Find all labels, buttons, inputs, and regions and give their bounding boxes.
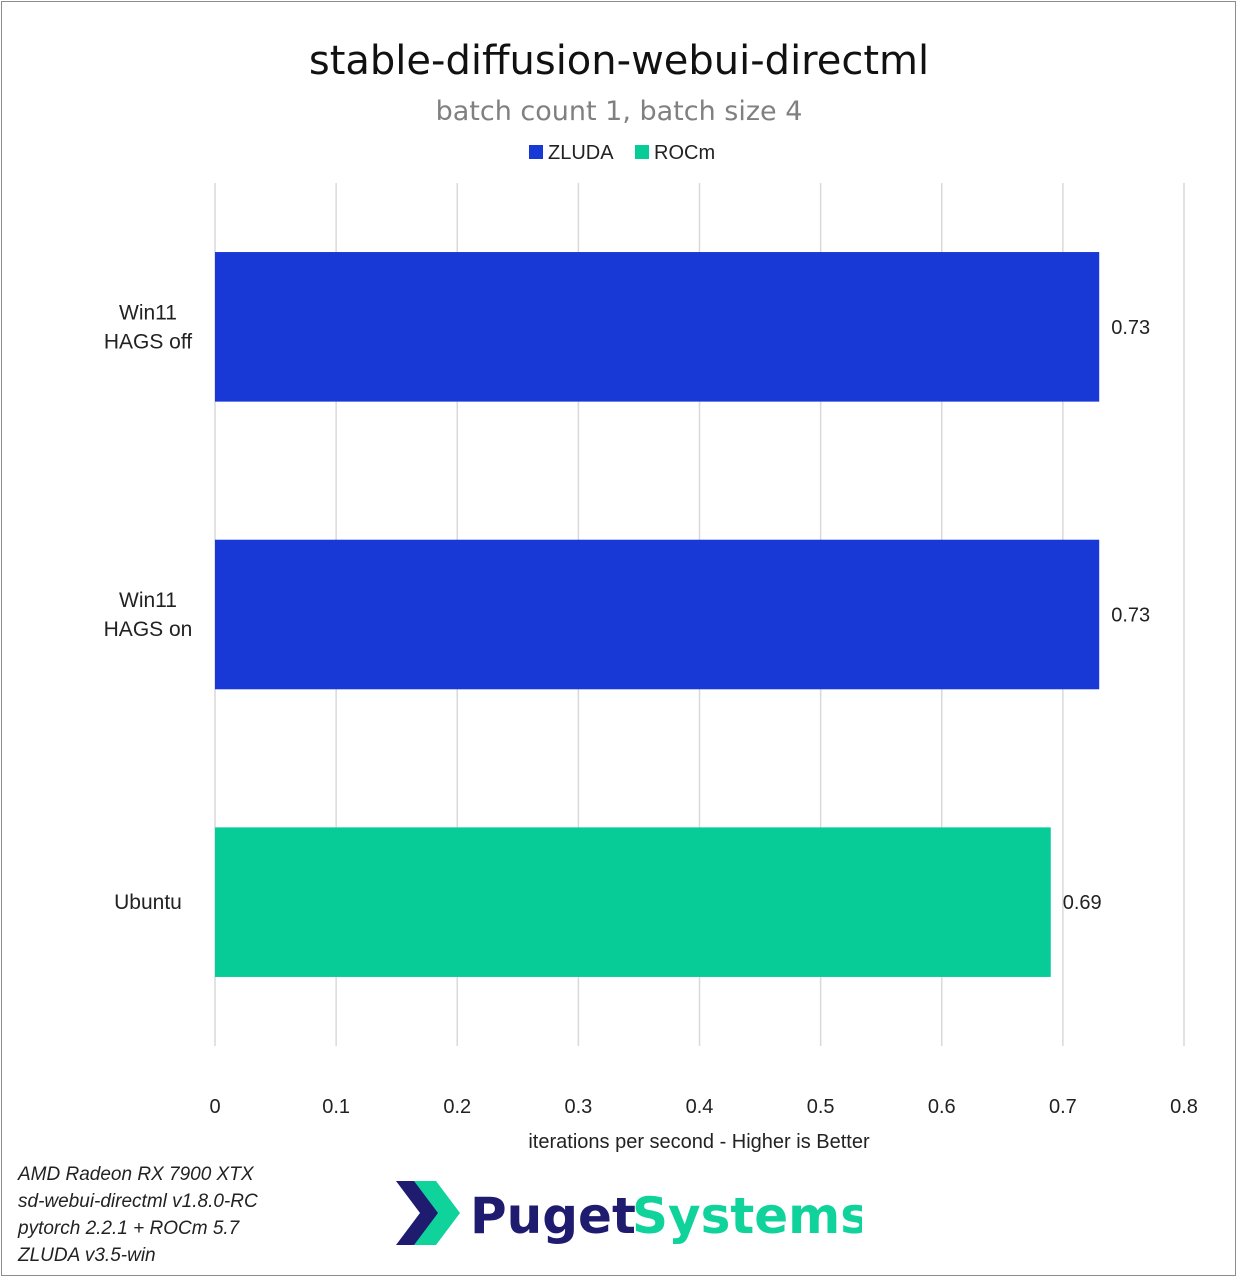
x-tick-label: 0.4 (686, 1096, 714, 1118)
x-axis-ticks: 0 0.1 0.2 0.3 0.4 0.5 0.6 0.7 0.8 (209, 1096, 1197, 1118)
x-tick-label: 0 (209, 1096, 220, 1118)
bars: 0.73 0.73 0.69 (215, 252, 1150, 977)
y-axis-labels: Win11 HAGS off Win11 HAGS on Ubuntu (104, 301, 193, 914)
y-category-label: Win11 (119, 301, 177, 324)
y-category-label: Ubuntu (114, 891, 182, 914)
x-tick-label: 0.8 (1170, 1096, 1198, 1118)
chart-title: stable-diffusion-webui-directml (309, 38, 929, 84)
legend: ZLUDA ROCm (529, 142, 715, 164)
x-tick-label: 0.2 (443, 1096, 471, 1118)
y-category-label: HAGS on (104, 618, 193, 641)
bar (215, 252, 1100, 402)
bar-value-label: 0.69 (1063, 892, 1102, 914)
y-category-label: Win11 (119, 589, 177, 612)
x-tick-label: 0.5 (807, 1096, 835, 1118)
y-category-label: HAGS off (104, 330, 192, 353)
x-tick-label: 0.3 (564, 1096, 592, 1118)
legend-label-zluda: ZLUDA (548, 142, 614, 164)
x-tick-label: 0.1 (322, 1096, 350, 1118)
footnote-line: sd-webui-directml v1.8.0-RC (18, 1191, 258, 1212)
footnote-line: AMD Radeon RX 7900 XTX (18, 1164, 254, 1185)
bar-value-label: 0.73 (1111, 317, 1150, 339)
bar-value-label: 0.73 (1111, 605, 1150, 627)
chart-subtitle: batch count 1, batch size 4 (436, 96, 803, 127)
x-axis-label: iterations per second - Higher is Better (528, 1131, 870, 1153)
x-tick-label: 0.7 (1049, 1096, 1077, 1118)
logo-word-systems: Systems (632, 1187, 862, 1245)
legend-swatch-zluda (529, 145, 543, 159)
bar (215, 827, 1051, 977)
puget-systems-logo: Puget Systems (396, 1181, 862, 1245)
legend-label-rocm: ROCm (654, 142, 715, 164)
legend-swatch-rocm (635, 145, 649, 159)
logo-word-puget: Puget (470, 1187, 636, 1245)
bar (215, 539, 1100, 690)
chevron-logo-icon (396, 1181, 460, 1245)
x-tick-label: 0.6 (928, 1096, 956, 1118)
footnote-line: pytorch 2.2.1 + ROCm 5.7 (18, 1218, 240, 1239)
footnote-line: ZLUDA v3.5-win (18, 1245, 156, 1266)
